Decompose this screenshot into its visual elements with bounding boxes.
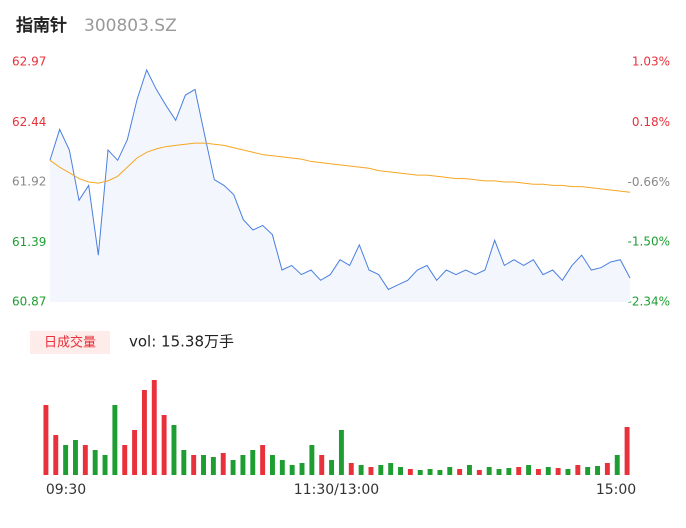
x-tick-label: 09:30: [46, 482, 86, 498]
volume-bar: [82, 445, 88, 475]
volume-bar: [437, 470, 443, 475]
price-area: [50, 70, 630, 302]
volume-bar: [545, 467, 551, 475]
volume-bar: [289, 465, 295, 475]
volume-bar: [132, 430, 138, 475]
volume-bar: [220, 453, 226, 475]
volume-bar: [122, 445, 128, 475]
volume-bar: [73, 440, 78, 475]
y2-tick-label: -0.66%: [628, 175, 670, 189]
volume-bar: [151, 380, 157, 475]
y2-tick-label: 0.18%: [632, 115, 670, 129]
volume-bar: [614, 455, 620, 475]
volume-bar: [604, 463, 610, 475]
volume-bar: [417, 470, 423, 475]
y-tick-label: 61.39: [12, 235, 46, 249]
volume-bar: [575, 465, 581, 475]
volume-bar: [191, 455, 197, 475]
stock-code: 300803.SZ: [84, 16, 177, 36]
volume-bar: [378, 465, 384, 475]
volume-bar: [535, 469, 541, 475]
volume-bar: [565, 469, 571, 475]
volume-label: 日成交量: [44, 335, 96, 351]
volume-bar: [181, 450, 187, 475]
volume-bar: [476, 470, 482, 475]
volume-bar: [279, 460, 285, 475]
volume-bar: [329, 460, 335, 475]
volume-bar: [299, 463, 305, 475]
stock-name: 指南针: [16, 15, 67, 36]
volume-bar: [585, 467, 591, 475]
volume-bar: [112, 405, 118, 475]
volume-bar: [595, 466, 600, 475]
x-tick-label: 15:00: [596, 482, 636, 498]
volume-bar: [496, 469, 502, 475]
y2-tick-label: -1.50%: [628, 235, 670, 249]
volume-bar: [43, 405, 49, 475]
volume-bar: [467, 465, 472, 475]
volume-bar: [398, 467, 403, 475]
volume-bar: [171, 425, 177, 475]
y2-tick-label: -2.34%: [628, 295, 670, 309]
volume-bar: [516, 467, 522, 475]
volume-bar: [260, 445, 266, 475]
average-line: [49, 142, 631, 193]
volume-bar: [348, 463, 354, 475]
price-line: [49, 68, 631, 291]
volume-bar: [319, 455, 325, 475]
volume-bar: [427, 469, 433, 475]
volume-bar: [161, 415, 167, 475]
y-tick-label: 61.92: [12, 175, 46, 189]
volume-bar: [555, 468, 561, 475]
volume-bar: [368, 467, 374, 475]
x-tick-label: 11:30/13:00: [294, 482, 379, 498]
y-tick-label: 62.44: [12, 115, 46, 129]
volume-total: vol: 15.38万手: [129, 333, 234, 351]
volume-bar: [457, 469, 463, 475]
volume-bar: [63, 445, 69, 475]
y-tick-label: 62.97: [12, 55, 46, 69]
volume-bar: [486, 467, 492, 475]
volume-bar: [230, 460, 236, 475]
volume-label-bg: [30, 331, 110, 354]
volume-bar: [407, 469, 413, 475]
volume-bar: [240, 455, 246, 475]
volume-bar: [388, 463, 394, 475]
volume-bar: [506, 468, 512, 475]
volume-bar: [141, 390, 147, 475]
volume-bar: [270, 455, 275, 475]
volume-bar: [624, 427, 630, 475]
volume-bar: [250, 450, 256, 475]
y2-tick-label: 1.03%: [632, 55, 670, 69]
volume-bar: [526, 465, 532, 475]
volume-bar: [358, 465, 364, 475]
volume-bar: [338, 430, 344, 475]
volume-bar: [210, 457, 216, 475]
volume-bar: [309, 445, 315, 475]
y-tick-label: 60.87: [12, 295, 46, 309]
volume-bar: [447, 467, 453, 475]
volume-bar: [201, 455, 206, 475]
volume-bar: [92, 450, 98, 475]
volume-bar: [53, 435, 59, 475]
volume-bar: [102, 455, 108, 475]
